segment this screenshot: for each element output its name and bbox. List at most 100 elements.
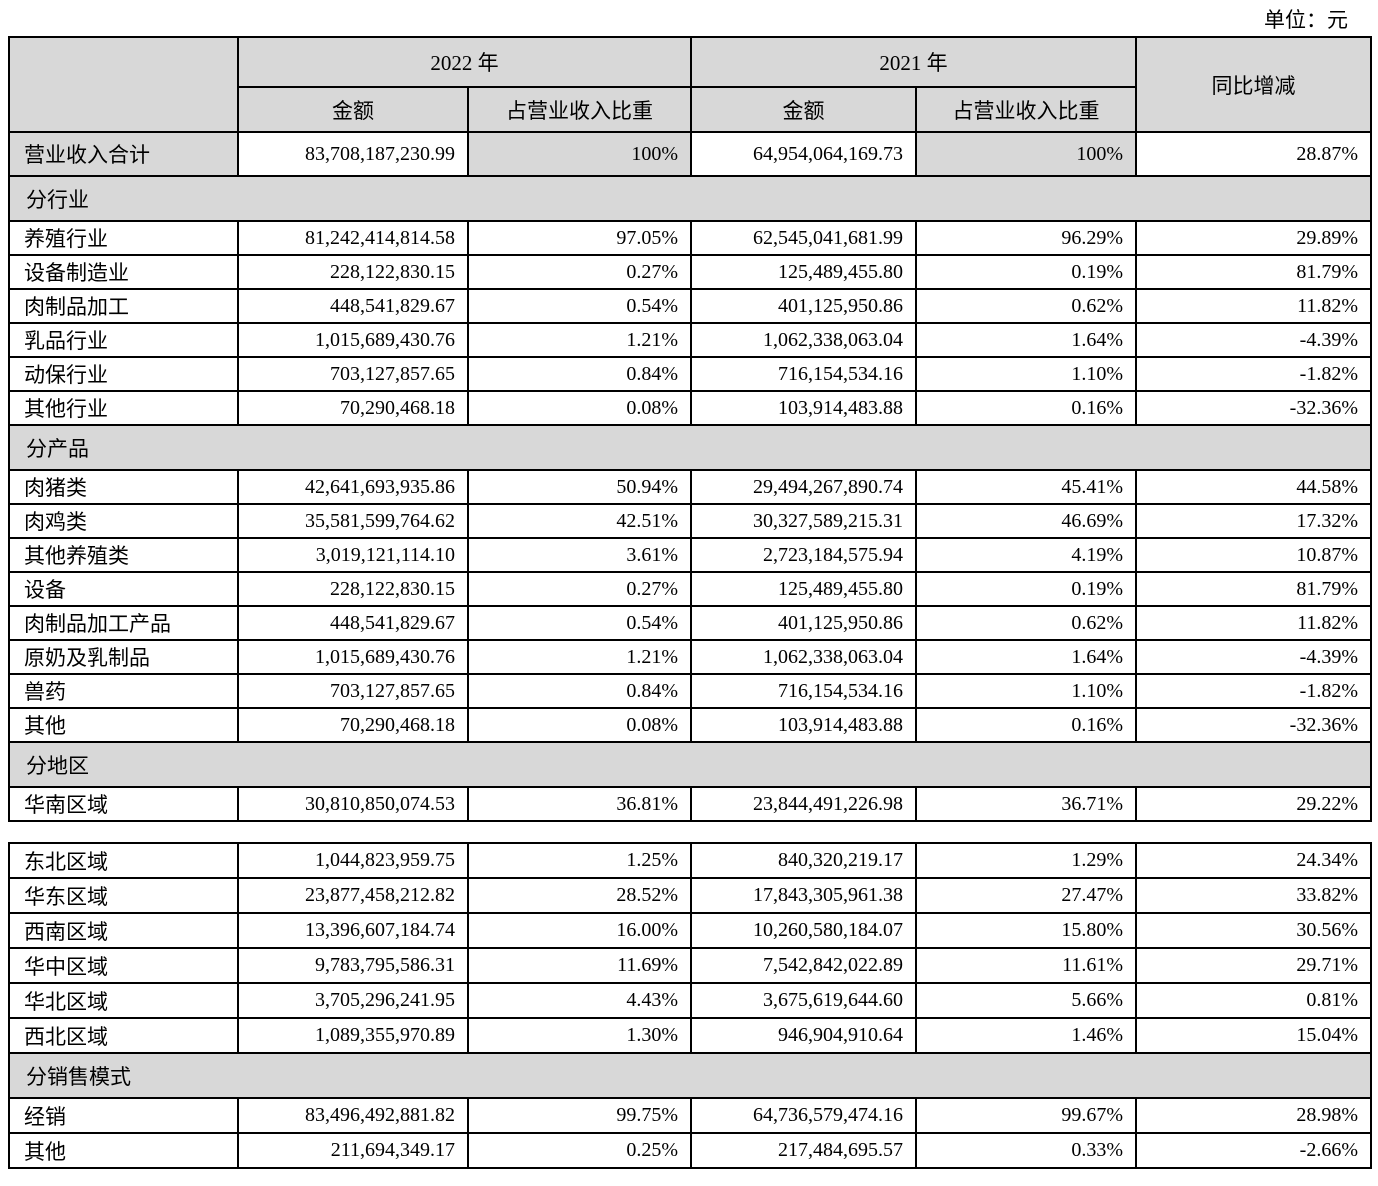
yoy-change: -2.66%	[1135, 1132, 1372, 1169]
row-label: 其他行业	[8, 390, 239, 426]
row-label: 养殖行业	[8, 220, 239, 256]
share-2022: 1.25%	[467, 842, 692, 879]
share-2022: 50.94%	[467, 469, 692, 505]
share-2022: 0.27%	[467, 254, 692, 290]
amount-2022: 1,089,355,970.89	[237, 1017, 469, 1054]
row-label: 肉猪类	[8, 469, 239, 505]
share-2022: 36.81%	[467, 786, 692, 822]
table-header: 2022 年 2021 年 同比增减 金额 占营业收入比重 金额 占营业收入比重	[8, 36, 1372, 133]
unit-label: 单位：元	[1264, 8, 1348, 32]
row-label: 其他养殖类	[8, 537, 239, 573]
amount-2022: 35,581,599,764.62	[237, 503, 469, 539]
share-2021: 1.64%	[915, 639, 1137, 675]
amount-2022: 81,242,414,814.58	[237, 220, 469, 256]
yoy-change: 28.87%	[1135, 131, 1372, 177]
row-label: 肉制品加工	[8, 288, 239, 324]
row-label: 动保行业	[8, 356, 239, 392]
share-2021: 0.33%	[915, 1132, 1137, 1169]
table-row: 其他养殖类 3,019,121,114.10 3.61% 2,723,184,575.…	[8, 537, 1372, 573]
share-2021: 96.29%	[915, 220, 1137, 256]
yoy-change: 15.04%	[1135, 1017, 1372, 1054]
amount-2021: 23,844,491,226.98	[690, 786, 917, 822]
yoy-change: 11.82%	[1135, 605, 1372, 641]
amount-2021: 62,545,041,681.99	[690, 220, 917, 256]
share-2021: 0.19%	[915, 571, 1137, 607]
amount-2021: 7,542,842,022.89	[690, 947, 917, 984]
amount-2021: 64,736,579,474.16	[690, 1097, 917, 1134]
row-label: 营业收入合计	[8, 131, 239, 177]
total-row: 营业收入合计 83,708,187,230.99 100% 64,954,064,16…	[8, 131, 1372, 177]
amount-2022: 3,019,121,114.10	[237, 537, 469, 573]
share-2021: 1.29%	[915, 842, 1137, 879]
row-label: 其他	[8, 707, 239, 743]
share-2021: 45.41%	[915, 469, 1137, 505]
amount-2022: 703,127,857.65	[237, 356, 469, 392]
row-label: 设备制造业	[8, 254, 239, 290]
share-2021: 27.47%	[915, 877, 1137, 914]
share-2022: 0.54%	[467, 288, 692, 324]
header-share-2021: 占营业收入比重	[915, 86, 1137, 133]
table-row: 其他行业 70,290,468.18 0.08% 103,914,483.88 0.16…	[8, 390, 1372, 426]
share-2022: 0.54%	[467, 605, 692, 641]
amount-2021: 716,154,534.16	[690, 356, 917, 392]
header-yoy: 同比增减	[1135, 36, 1372, 133]
amount-2021: 840,320,219.17	[690, 842, 917, 879]
share-2022: 11.69%	[467, 947, 692, 984]
share-2021: 1.46%	[915, 1017, 1137, 1054]
table-row: 肉猪类 42,641,693,935.86 50.94% 29,494,267,890…	[8, 469, 1372, 505]
table-row: 乳品行业 1,015,689,430.76 1.21% 1,062,338,063.0…	[8, 322, 1372, 358]
amount-2021: 217,484,695.57	[690, 1132, 917, 1169]
amount-2022: 1,015,689,430.76	[237, 639, 469, 675]
share-2021: 4.19%	[915, 537, 1137, 573]
yoy-change: -1.82%	[1135, 673, 1372, 709]
share-2022: 4.43%	[467, 982, 692, 1019]
yoy-change: -4.39%	[1135, 322, 1372, 358]
row-label: 肉制品加工产品	[8, 605, 239, 641]
yoy-change: 29.22%	[1135, 786, 1372, 822]
section-header-row: 分行业	[8, 175, 1372, 222]
header-year-2021: 2021 年	[690, 36, 1137, 88]
share-2021: 11.61%	[915, 947, 1137, 984]
share-2022: 0.84%	[467, 356, 692, 392]
share-2022: 1.21%	[467, 322, 692, 358]
revenue-table-continued: 东北区域 1,044,823,959.75 1.25% 840,320,219.17 1…	[8, 842, 1372, 1169]
amount-2022: 30,810,850,074.53	[237, 786, 469, 822]
yoy-change: 0.81%	[1135, 982, 1372, 1019]
table-row: 肉鸡类 35,581,599,764.62 42.51% 30,327,589,215…	[8, 503, 1372, 539]
amount-2021: 30,327,589,215.31	[690, 503, 917, 539]
share-2021: 15.80%	[915, 912, 1137, 949]
amount-2021: 29,494,267,890.74	[690, 469, 917, 505]
share-2021: 5.66%	[915, 982, 1137, 1019]
share-2021: 0.19%	[915, 254, 1137, 290]
amount-2021: 10,260,580,184.07	[690, 912, 917, 949]
yoy-change: 81.79%	[1135, 571, 1372, 607]
share-2021: 0.16%	[915, 707, 1137, 743]
amount-2021: 125,489,455.80	[690, 571, 917, 607]
amount-2021: 716,154,534.16	[690, 673, 917, 709]
amount-2021: 401,125,950.86	[690, 605, 917, 641]
table-row: 原奶及乳制品 1,015,689,430.76 1.21% 1,062,338,063…	[8, 639, 1372, 675]
amount-2022: 703,127,857.65	[237, 673, 469, 709]
share-2021: 0.62%	[915, 288, 1137, 324]
share-2021: 36.71%	[915, 786, 1137, 822]
table-row: 设备 228,122,830.15 0.27% 125,489,455.80 0.19%…	[8, 571, 1372, 607]
amount-2022: 1,044,823,959.75	[237, 842, 469, 879]
row-label: 西北区域	[8, 1017, 239, 1054]
share-2022: 16.00%	[467, 912, 692, 949]
share-2022: 97.05%	[467, 220, 692, 256]
section-title: 分行业	[8, 175, 1372, 222]
amount-2021: 2,723,184,575.94	[690, 537, 917, 573]
yoy-change: -32.36%	[1135, 390, 1372, 426]
amount-2022: 83,496,492,881.82	[237, 1097, 469, 1134]
amount-2022: 3,705,296,241.95	[237, 982, 469, 1019]
share-2022: 0.25%	[467, 1132, 692, 1169]
amount-2022: 83,708,187,230.99	[237, 131, 469, 177]
yoy-change: 44.58%	[1135, 469, 1372, 505]
yoy-change: 28.98%	[1135, 1097, 1372, 1134]
yoy-change: -4.39%	[1135, 639, 1372, 675]
header-amount-2021: 金额	[690, 86, 917, 133]
amount-2021: 125,489,455.80	[690, 254, 917, 290]
row-label: 乳品行业	[8, 322, 239, 358]
amount-2022: 211,694,349.17	[237, 1132, 469, 1169]
header-year-2022: 2022 年	[237, 36, 692, 88]
